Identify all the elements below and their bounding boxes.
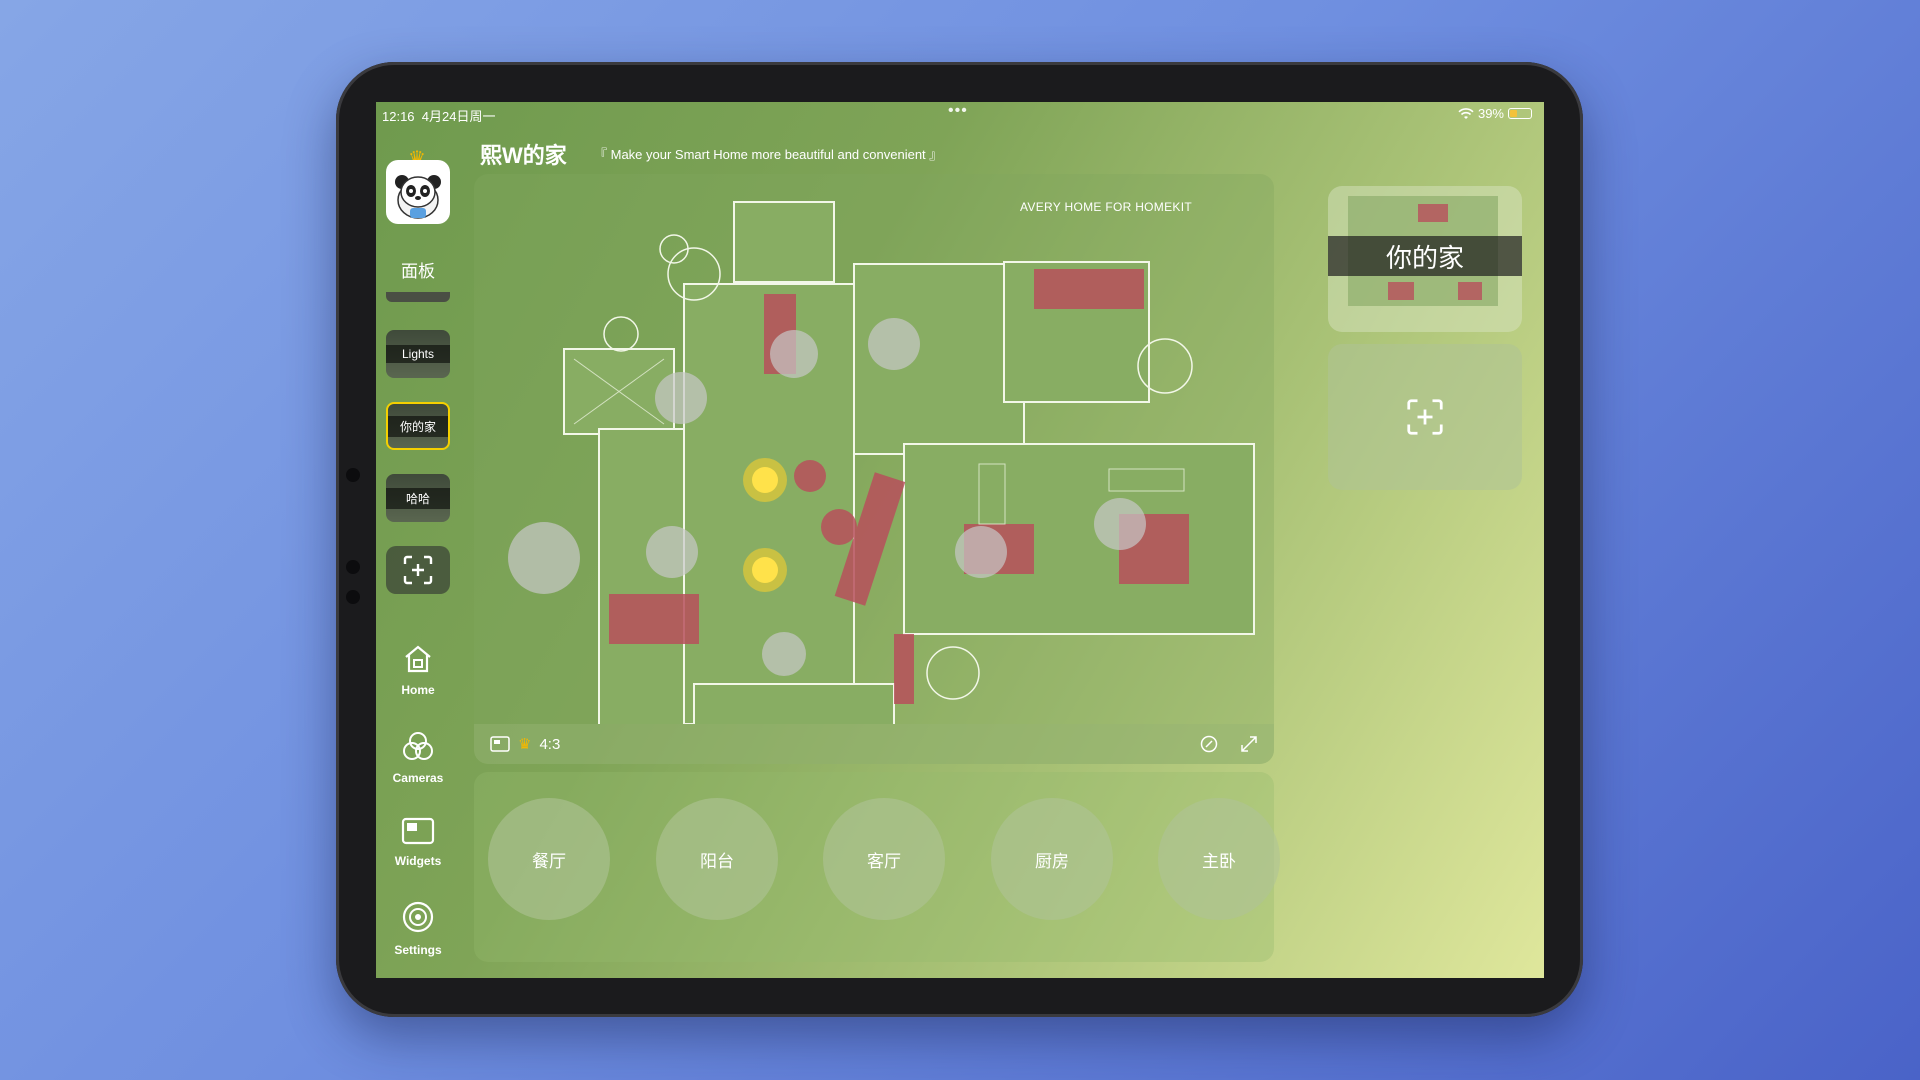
camera-dot — [346, 468, 360, 482]
plan-toolbar: ♛ 4:3 — [474, 724, 1274, 764]
home-title: 熙W的家 — [480, 143, 567, 168]
avatar[interactable]: ♛ — [386, 146, 450, 226]
scan-plus-icon — [1407, 399, 1443, 435]
board-thumb-home[interactable]: 你的家 — [386, 402, 450, 450]
board-preview-title: 你的家 — [1328, 236, 1522, 276]
room-button-dining[interactable]: 餐厅 — [488, 798, 610, 920]
cameras-icon — [403, 732, 433, 760]
battery-icon — [1508, 108, 1532, 119]
nav-cameras[interactable]: Cameras — [376, 730, 460, 785]
slogan-text: 『 Make your Smart Home more beautiful an… — [594, 147, 943, 162]
status-time: 12:16 4月24日周一 — [382, 106, 495, 125]
wifi-icon — [1458, 107, 1474, 119]
settings-icon — [402, 901, 434, 933]
edit-icon[interactable] — [1200, 735, 1218, 753]
sensor-dot — [346, 590, 360, 604]
room-button-living[interactable]: 客厅 — [823, 798, 945, 920]
room-button-master[interactable]: 主卧 — [1158, 798, 1280, 920]
nav-cameras-label: Cameras — [392, 771, 444, 785]
board-thumb-label: 你的家 — [388, 415, 448, 437]
board-thumb-label: Lights — [386, 345, 450, 363]
multitask-dots[interactable]: ••• — [948, 102, 968, 119]
rooms-panel: 餐厅 阳台 客厅 厨房 主卧 — [474, 772, 1280, 962]
floor-plan-card[interactable]: AVERY HOME FOR HOMEKIT — [474, 174, 1274, 764]
panda-avatar-image — [386, 160, 450, 224]
panel-label: 面板 — [401, 262, 435, 281]
scan-plus-icon — [403, 555, 433, 585]
home-icon — [405, 645, 431, 673]
nav-home-label: Home — [401, 683, 435, 697]
status-bar: 12:16 4月24日周一 ••• 39% — [376, 102, 1544, 126]
floor-plan-image[interactable] — [474, 174, 1274, 724]
date-text: 4月24日周一 — [421, 109, 496, 124]
board-thumb-lights[interactable]: Lights — [386, 330, 450, 378]
app-screen: 12:16 4月24日周一 ••• 39% ♛ — [376, 102, 1544, 978]
room-button-kitchen[interactable]: 厨房 — [991, 798, 1113, 920]
nav-settings[interactable]: Settings — [376, 900, 460, 957]
nav-settings-label: Settings — [394, 943, 442, 957]
nav-widgets[interactable]: Widgets — [376, 817, 460, 868]
battery-percent: 39% — [1477, 106, 1504, 121]
add-board-button[interactable] — [386, 546, 450, 594]
status-right: 39% — [1458, 106, 1532, 121]
clock-text: 12:16 — [382, 109, 415, 124]
add-board-button-large[interactable] — [1328, 344, 1522, 490]
board-preview-home[interactable]: 你的家 — [1328, 186, 1522, 332]
crown-icon: ♛ — [518, 736, 532, 753]
expand-icon[interactable] — [1240, 735, 1258, 753]
aspect-ratio-label[interactable]: 4:3 — [539, 735, 561, 753]
sensor-dot — [346, 560, 360, 574]
aspect-icon[interactable] — [490, 736, 510, 752]
nav-widgets-label: Widgets — [394, 854, 442, 868]
brand-tag: AVERY HOME FOR HOMEKIT — [1020, 200, 1192, 214]
board-thumb-label: 哈哈 — [386, 487, 450, 509]
nav-home[interactable]: Home — [376, 644, 460, 697]
board-thumb-partial[interactable] — [386, 292, 450, 302]
widgets-icon — [401, 817, 435, 845]
room-button-balcony[interactable]: 阳台 — [656, 798, 778, 920]
sidebar: ♛ 面板 Lights 你的家 哈哈 — [376, 102, 460, 978]
board-thumb-haha[interactable]: 哈哈 — [386, 474, 450, 522]
